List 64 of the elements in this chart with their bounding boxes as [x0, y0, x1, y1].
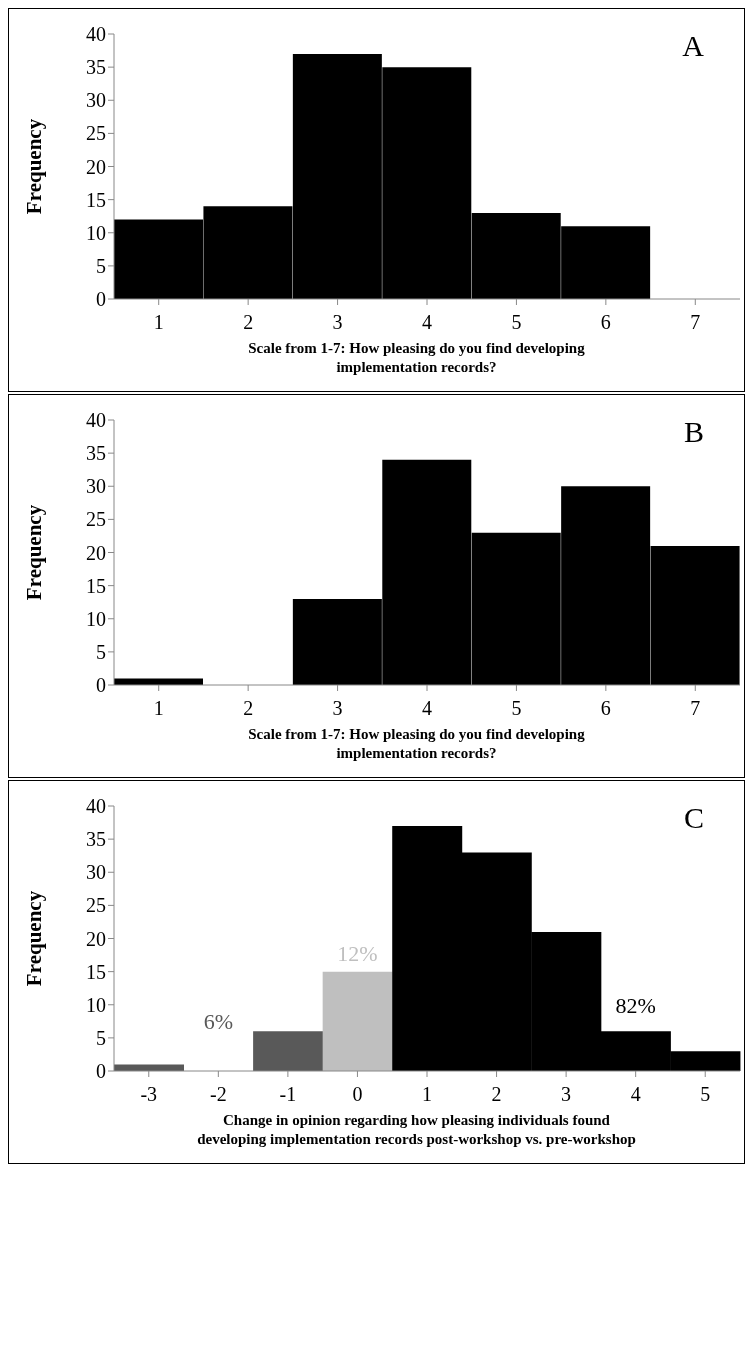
y-tick-label: 35	[86, 442, 106, 465]
annotation: C	[683, 801, 704, 835]
x-tick-label: 1	[153, 697, 164, 720]
y-tick-label: 25	[86, 122, 106, 145]
y-tick-label: 10	[86, 607, 106, 630]
y-tick-label: 25	[86, 894, 106, 917]
y-tick-label: 30	[86, 89, 106, 112]
bar	[322, 971, 393, 1071]
x-axis-title: Scale from 1-7: How pleasing do you find developing implementation records?	[247, 339, 586, 377]
x-tick-label: 3	[561, 1083, 572, 1106]
y-axis-title: Frequency	[22, 118, 47, 215]
x-tick-label: 7	[690, 311, 701, 334]
annotation: 82%	[615, 993, 656, 1019]
x-tick-label: 4	[422, 697, 432, 720]
x-tick-label: -1	[279, 1083, 297, 1106]
y-tick-label: 20	[86, 927, 106, 950]
y-tick-label: 35	[86, 828, 106, 851]
x-tick-label: 5	[700, 1083, 711, 1106]
x-tick-label: 5	[511, 697, 522, 720]
annotation: A	[682, 29, 704, 63]
x-tick-label: 6	[600, 697, 611, 720]
x-tick-label: 0	[352, 1083, 363, 1106]
x-tick-label: 3	[332, 697, 343, 720]
y-tick-label: 35	[86, 56, 106, 79]
y-tick-label: 20	[86, 541, 106, 564]
y-axis-title: Frequency	[22, 890, 47, 987]
annotation: B	[683, 415, 704, 449]
x-tick-label: 4	[422, 311, 432, 334]
y-tick-label: 15	[86, 188, 106, 211]
y-tick-label: 40	[86, 23, 106, 46]
bar	[253, 1031, 324, 1071]
x-axis-title: Change in opinion regarding how pleasing individuals found developing implementation records post-workshop vs. pre-workshop	[196, 1111, 637, 1149]
y-tick-label: 5	[96, 254, 106, 277]
y-tick-label: 0	[96, 1060, 106, 1083]
x-tick-label: 3	[332, 311, 343, 334]
x-tick-label: 2	[243, 697, 254, 720]
y-tick-label: 20	[86, 155, 106, 178]
y-tick-label: 0	[96, 674, 106, 697]
x-tick-label: 7	[690, 697, 701, 720]
y-tick-label: 40	[86, 795, 106, 818]
x-tick-label: -3	[140, 1083, 158, 1106]
x-tick-label: 1	[422, 1083, 432, 1106]
y-tick-label: 40	[86, 409, 106, 432]
x-tick-label: -2	[210, 1083, 227, 1106]
y-tick-label: 30	[86, 475, 106, 498]
x-tick-label: 2	[243, 311, 254, 334]
x-tick-label: 2	[491, 1083, 502, 1106]
x-tick-label: 4	[630, 1083, 641, 1106]
y-tick-label: 10	[86, 221, 106, 244]
y-tick-label: 5	[96, 1026, 106, 1049]
y-tick-label: 30	[86, 861, 106, 884]
x-tick-label: 5	[511, 311, 522, 334]
y-tick-label: 10	[86, 993, 106, 1016]
x-tick-label: 1	[153, 311, 164, 334]
y-axis-title: Frequency	[22, 504, 47, 601]
x-axis-title: Scale from 1-7: How pleasing do you find developing implementation records?	[247, 725, 586, 763]
y-tick-label: 25	[86, 508, 106, 531]
y-tick-label: 0	[96, 288, 106, 311]
annotation: 12%	[337, 941, 378, 967]
annotation: 6%	[203, 1009, 233, 1035]
y-tick-label: 15	[86, 574, 106, 597]
y-tick-label: 5	[96, 640, 106, 663]
x-tick-label: 6	[600, 311, 611, 334]
y-tick-label: 15	[86, 960, 106, 983]
